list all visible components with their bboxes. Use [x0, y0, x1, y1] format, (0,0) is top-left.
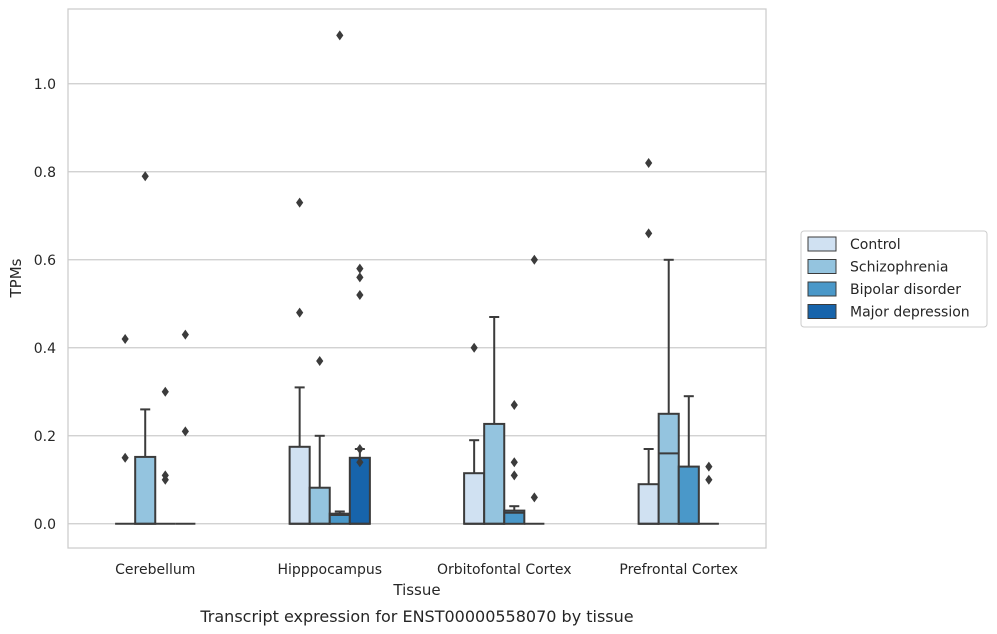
category-group [463, 254, 545, 525]
category-group [115, 171, 196, 525]
box [155, 386, 176, 525]
plot-frame [67, 8, 767, 549]
outlier-point [470, 342, 478, 353]
outlier-point [510, 470, 518, 481]
box-body [483, 422, 506, 525]
box-body [677, 465, 700, 525]
outlier-point [356, 263, 364, 274]
outlier-point [356, 444, 364, 454]
outlier-point [296, 197, 304, 208]
y-tick-label: 0.8 [34, 165, 56, 181]
outlier-point [356, 272, 364, 283]
y-tick-labels: 0.0 0.2 0.4 0.6 0.8 1.0 [34, 77, 56, 533]
box-body [134, 455, 157, 525]
legend-entry: Major depression [850, 305, 970, 321]
box [175, 329, 196, 525]
box [524, 254, 545, 525]
legend-swatch [807, 259, 837, 274]
outlier-point [510, 457, 518, 468]
box [348, 263, 371, 525]
outlier-point [645, 228, 653, 239]
box [308, 356, 331, 525]
box-body [308, 486, 331, 525]
legend-entry: Bipolar disorder [850, 282, 961, 298]
outlier-point [121, 334, 129, 344]
legend-swatch [807, 281, 837, 297]
box-body [657, 412, 680, 525]
outlier-point [510, 400, 518, 410]
box-groups [115, 30, 719, 525]
legend: Control Schizophrenia Bipolar disorder Majo… [800, 230, 988, 328]
outlier-point [356, 457, 364, 468]
x-tick-label: Cerebellum [115, 562, 195, 578]
y-tick-label: 0.2 [34, 429, 56, 445]
chart-caption: Transcript expression for ENST0000055807… [199, 607, 633, 626]
outlier-point [530, 492, 538, 503]
outlier-point [705, 461, 713, 472]
plot-background [68, 9, 766, 548]
legend-frame [800, 230, 988, 328]
category-group [288, 30, 371, 525]
outlier-point [336, 30, 344, 41]
legend-entry: Control [850, 237, 901, 253]
outlier-point [530, 254, 538, 265]
box [134, 171, 157, 525]
y-tick-label: 1.0 [34, 77, 56, 93]
outlier-point [181, 329, 189, 340]
outlier-point [161, 386, 169, 397]
x-tick-label: Orbitofontal Cortex [437, 562, 572, 578]
outlier-point [141, 171, 149, 182]
box [698, 461, 719, 525]
outlier-point [316, 356, 324, 366]
outlier-point [296, 307, 304, 318]
legend-swatch [807, 304, 837, 319]
box [483, 316, 506, 525]
box [288, 197, 311, 525]
legend-swatch [807, 236, 837, 252]
outlier-point [161, 470, 169, 481]
x-tick-label: Hipppocampus [277, 562, 382, 578]
y-tick-label: 0.0 [34, 517, 56, 533]
box-body [637, 483, 660, 525]
outlier-point [356, 290, 364, 300]
outlier-point [181, 426, 189, 437]
box [677, 395, 700, 525]
box [115, 334, 136, 525]
box-body [503, 509, 526, 525]
box [503, 400, 526, 525]
x-tick-labels: Cerebellum Hipppocampus Orbitofontal Corte… [115, 562, 738, 578]
outlier-point [121, 452, 129, 463]
box-body [348, 456, 371, 525]
box-body [288, 445, 311, 525]
x-tick-label: Prefrontal Cortex [619, 562, 738, 578]
legend-entry: Schizophrenia [850, 260, 948, 276]
outlier-point [645, 158, 653, 168]
outlier-point [705, 474, 713, 485]
y-tick-label: 0.6 [34, 253, 56, 269]
y-axis-label: TPMs [7, 258, 25, 298]
y-tick-label: 0.4 [34, 341, 56, 357]
x-axis-label: Tissue [392, 581, 440, 599]
box-body [463, 472, 486, 525]
category-group [637, 158, 719, 525]
